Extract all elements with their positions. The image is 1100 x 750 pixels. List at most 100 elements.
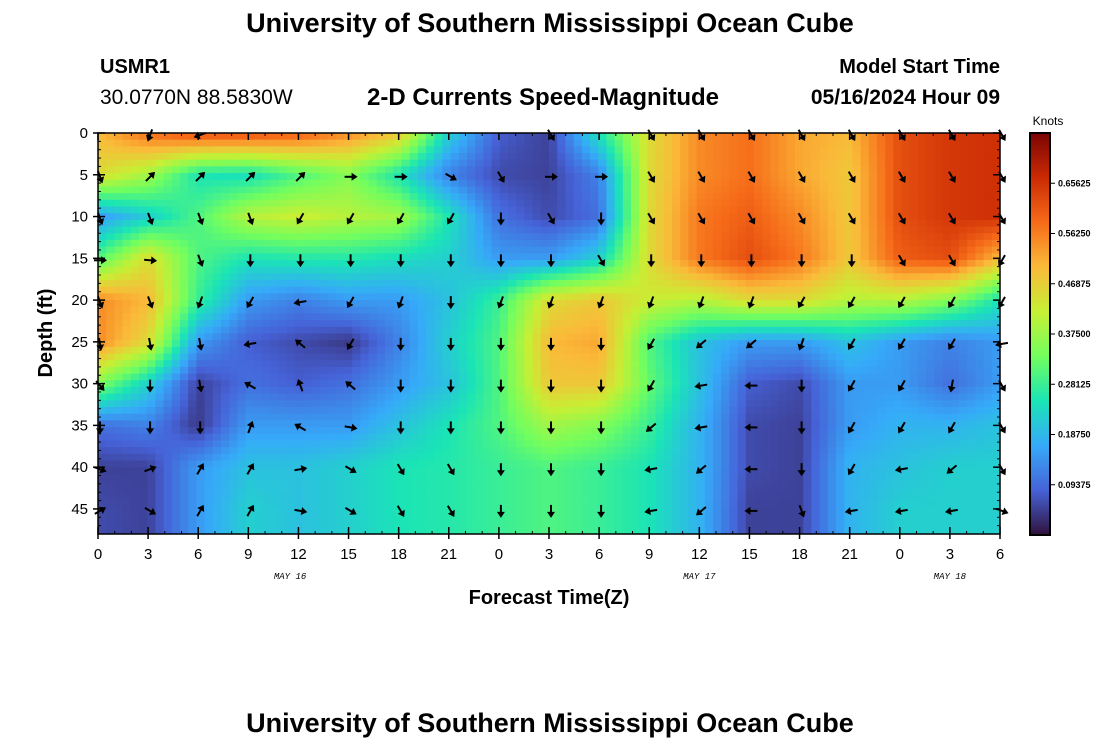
heatmap-cell — [426, 393, 435, 401]
heatmap-cell — [918, 259, 927, 268]
heatmap-cell — [122, 413, 132, 421]
heatmap-cell — [573, 193, 583, 201]
heatmap-cell — [868, 373, 878, 381]
heatmap-cell — [573, 213, 583, 221]
heatmap-cell — [130, 286, 140, 294]
heatmap-cell — [122, 206, 132, 214]
heatmap-cell — [581, 233, 591, 241]
heatmap-cell — [991, 400, 1000, 408]
heatmap-cell — [368, 226, 378, 234]
heatmap-cell — [286, 226, 296, 234]
heatmap-cell — [434, 133, 443, 141]
heatmap-cell — [229, 353, 238, 361]
heatmap-cell — [122, 219, 132, 228]
heatmap-cell — [130, 320, 140, 328]
heatmap-cell — [622, 286, 632, 294]
heatmap-cell — [344, 193, 353, 201]
heatmap-cell — [204, 380, 214, 388]
heatmap-cell — [762, 153, 771, 161]
heatmap-cell — [335, 326, 345, 335]
heatmap-cell — [360, 239, 370, 248]
heatmap-cell — [877, 360, 886, 368]
heatmap-cell — [647, 226, 657, 234]
heatmap-cell — [491, 186, 501, 194]
heatmap-cell — [303, 413, 312, 421]
heatmap-cell — [393, 206, 402, 214]
heatmap-cell — [639, 159, 648, 168]
heatmap-cell — [139, 213, 148, 221]
heatmap-cell — [327, 373, 337, 381]
heatmap-cell — [229, 199, 238, 208]
heatmap-cell — [622, 159, 632, 168]
heatmap-cell — [114, 293, 124, 301]
heatmap-cell — [540, 259, 550, 268]
heatmap-cell — [434, 280, 443, 288]
heatmap-cell — [442, 333, 452, 341]
heatmap-cell — [598, 199, 607, 208]
heatmap-cell — [557, 266, 566, 274]
heatmap-cell — [581, 146, 591, 154]
heatmap-cell — [180, 386, 189, 395]
heatmap-cell — [967, 360, 976, 368]
heatmap-cell — [409, 306, 419, 315]
heatmap-cell — [803, 186, 812, 194]
heatmap-cell — [942, 286, 952, 294]
heatmap-cell — [655, 386, 665, 395]
heatmap-cell — [614, 407, 624, 415]
heatmap-cell — [672, 386, 681, 395]
heatmap-cell — [327, 173, 337, 181]
heatmap-cell — [680, 346, 689, 355]
heatmap-cell — [319, 413, 329, 421]
heatmap-cell — [335, 333, 345, 341]
heatmap-cell — [868, 139, 878, 147]
heatmap-cell — [590, 159, 599, 168]
heatmap-cell — [417, 280, 427, 288]
heatmap-cell — [565, 259, 575, 268]
heatmap-cell — [139, 433, 148, 442]
heatmap-cell — [327, 153, 337, 161]
heatmap-cell — [270, 320, 279, 328]
heatmap-cell — [688, 346, 698, 355]
heatmap-cell — [672, 226, 681, 234]
heatmap-cell — [483, 360, 493, 368]
heatmap-cell — [327, 146, 337, 154]
heatmap-cell — [327, 340, 337, 348]
heatmap-cell — [352, 273, 361, 281]
heatmap-cell — [335, 219, 345, 228]
heatmap-cell — [901, 233, 911, 241]
heatmap-cell — [516, 253, 525, 261]
heatmap-cell — [598, 413, 607, 421]
heatmap-cell — [368, 193, 378, 201]
heatmap-cell — [795, 306, 804, 315]
heatmap-cell — [852, 360, 862, 368]
heatmap-cell — [180, 420, 189, 428]
heatmap-cell — [245, 179, 255, 188]
heatmap-cell — [180, 266, 189, 274]
heatmap-cell — [680, 353, 689, 361]
heatmap-cell — [294, 433, 304, 442]
heatmap-cell — [655, 373, 665, 381]
heatmap-cell — [229, 373, 238, 381]
heatmap-cell — [401, 333, 411, 341]
heatmap-cell — [991, 360, 1000, 368]
heatmap-cell — [286, 286, 296, 294]
heatmap-cell — [877, 213, 886, 221]
heatmap-cell — [590, 219, 599, 228]
heatmap-cell — [663, 173, 673, 181]
heatmap-cell — [721, 306, 730, 315]
heatmap-cell — [409, 253, 419, 261]
heatmap-cell — [631, 199, 640, 208]
heatmap-cell — [819, 139, 829, 147]
heatmap-cell — [516, 306, 525, 315]
heatmap-cell — [959, 360, 968, 368]
heatmap-cell — [729, 280, 739, 288]
heatmap-cell — [450, 346, 460, 355]
heatmap-cell — [721, 146, 730, 154]
heatmap-cell — [426, 400, 435, 408]
heatmap-cell — [253, 159, 263, 168]
heatmap-cell — [253, 413, 263, 421]
heatmap-cell — [975, 346, 985, 355]
heatmap-cell — [844, 360, 853, 368]
heatmap-cell — [737, 420, 747, 428]
heatmap-cell — [844, 320, 853, 328]
